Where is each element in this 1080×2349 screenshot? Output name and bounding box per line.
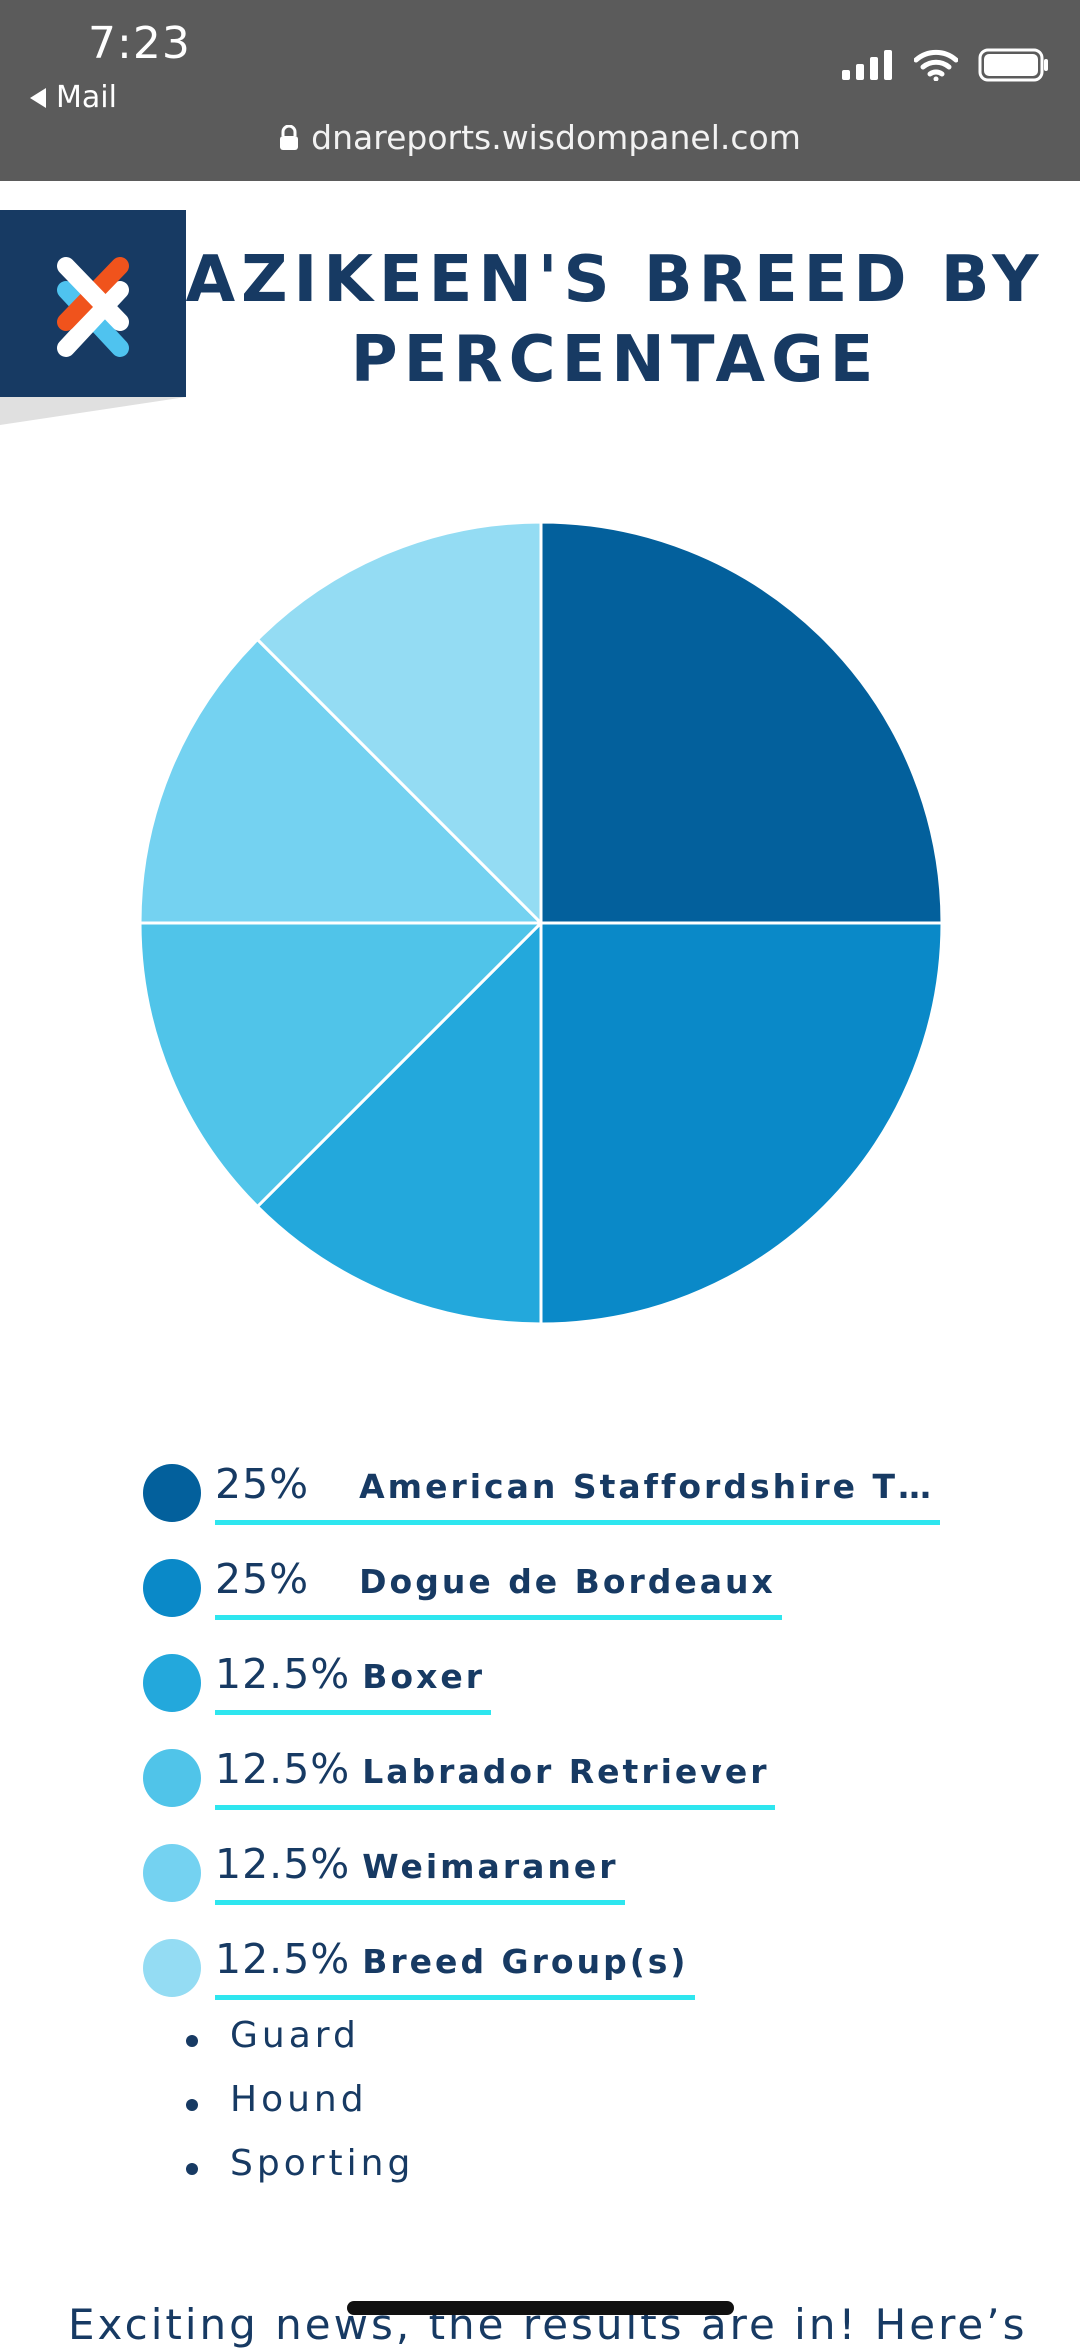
legend-label: 12.5% Boxer [215,1650,492,1715]
legend-percent: 12.5% [215,1650,351,1698]
legend-breed-name: Weimaraner [362,1847,619,1886]
breed-legend: 25% American Staffordshire T… 25% Dogue … [143,1460,1043,2030]
legend-percent: 25% [215,1555,310,1603]
legend-label: 12.5% Weimaraner [215,1840,625,1905]
page-title: AZIKEEN'S BREED BY PERCENTAGE [150,240,1080,400]
back-to-mail-button[interactable]: Mail [30,80,117,115]
legend-breed-name: Breed Group(s) [362,1942,689,1981]
legend-label: 12.5% Labrador Retriever [215,1745,776,1810]
legend-percent: 25% [215,1460,310,1508]
legend-swatch [143,1654,201,1712]
logo-icon [57,257,129,357]
back-label: Mail [56,80,117,115]
wisdom-panel-logo[interactable] [0,210,186,397]
pie-slice [138,637,545,925]
legend-percent: 12.5% [215,1840,351,1888]
legend-label: 12.5% Breed Group(s) [215,1935,695,2000]
legend-breed-name: Boxer [362,1657,486,1696]
legend-label: 25% American Staffordshire T… [215,1460,941,1525]
breed-groups-list: Guard Hound Sporting [180,2015,414,2207]
legend-item: 12.5% Breed Group(s) [143,1935,1043,2030]
wifi-icon [914,49,958,81]
legend-item: 12.5% Boxer [143,1650,1043,1745]
status-time: 7:23 [88,18,191,69]
legend-label: 25% Dogue de Bordeaux [215,1555,782,1620]
home-indicator[interactable] [347,2301,734,2315]
legend-breed-name: American Staffordshire T… [359,1467,935,1506]
signal-icon [842,50,892,80]
title-line-2: PERCENTAGE [350,323,880,397]
status-icons [842,48,1050,82]
legend-item: 25% Dogue de Bordeaux [143,1555,1043,1650]
pie-slice [539,520,944,925]
legend-swatch [143,1559,201,1617]
legend-item: 25% American Staffordshire T… [143,1460,1043,1555]
pie-slice [255,520,543,927]
title-line-1: AZIKEEN'S BREED BY [185,243,1045,317]
back-arrow-icon [30,87,46,108]
lock-icon [280,125,299,150]
logo-shadow [0,397,186,425]
breed-group-item: Hound [180,2079,414,2143]
legend-breed-name: Dogue de Bordeaux [359,1562,776,1601]
legend-swatch [143,1749,201,1807]
address-bar[interactable]: dnareports.wisdompanel.com [0,118,1080,157]
breed-group-item: Guard [180,2015,414,2079]
legend-breed-name: Labrador Retriever [362,1752,770,1791]
legend-percent: 12.5% [215,1935,351,1983]
browser-top-bar: 7:23 Mail dnareports.wisdompanel.com [0,0,1080,181]
breed-group-item: Sporting [180,2143,414,2207]
pie-slice [138,921,545,1209]
legend-item: 12.5% Weimaraner [143,1840,1043,1935]
url-text: dnareports.wisdompanel.com [311,118,801,157]
legend-swatch [143,1464,201,1522]
breed-pie-chart [138,520,944,1326]
legend-percent: 12.5% [215,1745,351,1793]
pie-slice [539,921,944,1326]
legend-swatch [143,1939,201,1997]
legend-swatch [143,1844,201,1902]
battery-icon [978,48,1048,82]
pie-slice [255,919,543,1326]
legend-item: 12.5% Labrador Retriever [143,1745,1043,1840]
